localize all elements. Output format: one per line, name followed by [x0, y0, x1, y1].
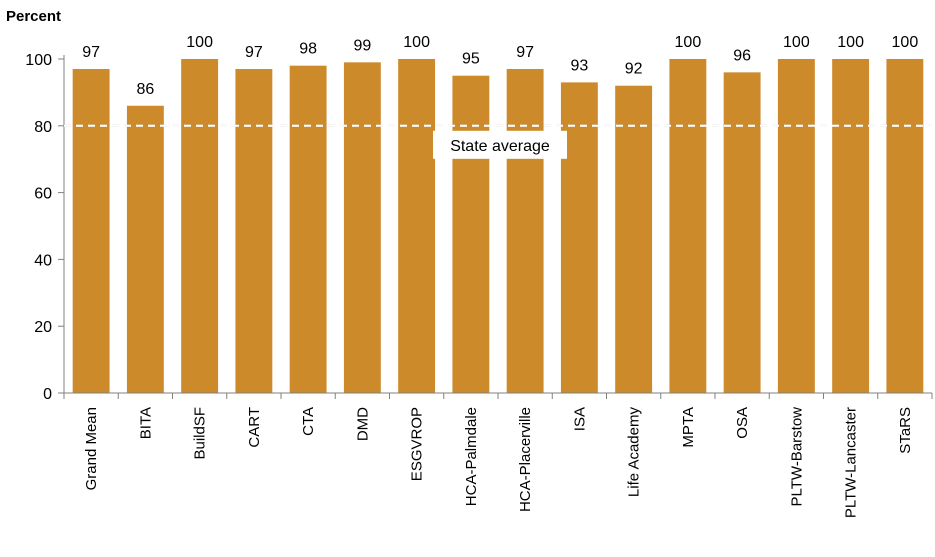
- x-category-label: ESGVROP: [409, 407, 426, 481]
- bar-value-label: 97: [516, 44, 534, 61]
- bar: [289, 65, 327, 394]
- bar: [343, 62, 381, 394]
- bar: [560, 82, 598, 393]
- bar: [777, 59, 815, 393]
- x-category-label: OSA: [734, 407, 751, 439]
- x-category-label: DMD: [354, 407, 371, 441]
- bar: [506, 69, 544, 394]
- y-tick-label: 80: [34, 119, 52, 136]
- bar: [669, 59, 707, 393]
- bar-value-label: 96: [733, 47, 751, 64]
- bar-value-label: 100: [675, 34, 702, 51]
- bar-value-label: 93: [570, 57, 588, 74]
- y-tick-label: 40: [34, 252, 52, 269]
- bar: [886, 59, 924, 393]
- bar: [398, 59, 436, 393]
- state-average-line: State average: [64, 124, 932, 159]
- bar-value-label: 86: [136, 81, 154, 98]
- bar-value-label: 98: [299, 41, 317, 58]
- x-category-label: ISA: [571, 407, 588, 431]
- x-category-label: CTA: [300, 407, 317, 436]
- x-category-label: STaRS: [897, 407, 914, 454]
- bar-value-label: 100: [403, 34, 430, 51]
- bar-value-label: 97: [82, 44, 100, 61]
- bar: [615, 85, 653, 393]
- bar-value-label: 100: [783, 34, 810, 51]
- y-tick-label: 100: [25, 52, 52, 69]
- bar-value-label: 100: [186, 34, 213, 51]
- y-tick-label: 20: [34, 319, 52, 336]
- x-category-label: Grand Mean: [83, 407, 100, 490]
- x-axis: Grand Mean BITA BuildSF CART CTA DMD ESGVROP HC…: [63, 392, 933, 518]
- bar-value-label: 95: [462, 51, 480, 68]
- y-axis-title: Percent: [6, 8, 61, 25]
- bar: [452, 75, 490, 393]
- x-category-label: CART: [246, 407, 263, 448]
- bar-value-label: 100: [837, 34, 864, 51]
- bar-value-label: 100: [892, 34, 919, 51]
- bar: [126, 105, 164, 393]
- x-category-label: BITA: [137, 407, 154, 439]
- x-category-label: HCA-Placerville: [517, 407, 534, 512]
- y-tick-label: 60: [34, 186, 52, 203]
- bar-value-label: 97: [245, 44, 263, 61]
- x-category-label: Life Academy: [626, 407, 643, 498]
- x-category-label: HCA-Palmdale: [463, 407, 480, 506]
- y-axis: 0 20 40 60 80 100: [25, 52, 65, 403]
- bar: [72, 69, 110, 394]
- x-category-label: MPTA: [680, 407, 697, 448]
- bars: 97 86 100 97 98 99 100 95 97 93 92 100 96 100 100 100: [72, 34, 924, 394]
- x-category-label: BuildSF: [192, 407, 209, 460]
- bar: [235, 69, 273, 394]
- x-category-label: PLTW-Lancaster: [843, 407, 860, 518]
- x-category-label: PLTW-Barstow: [788, 407, 805, 507]
- bar: [181, 59, 219, 393]
- state-average-label-box: [433, 130, 567, 159]
- bar-value-label: 92: [625, 61, 643, 78]
- bar: [723, 72, 761, 394]
- y-tick-label: 0: [43, 386, 52, 403]
- bar-value-label: 99: [353, 37, 371, 54]
- state-average-label: State average: [450, 138, 550, 155]
- bar: [832, 59, 870, 393]
